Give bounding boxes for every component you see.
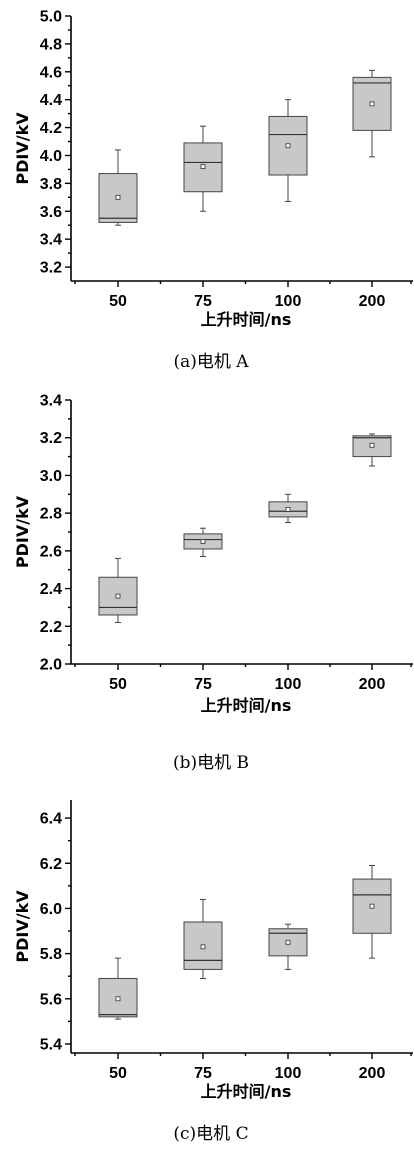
box-100: [268, 493, 308, 524]
y-tick-label: 4.4: [40, 92, 62, 109]
y-tick-label: 3.2: [40, 260, 62, 277]
x-tick-label: 75: [194, 1065, 212, 1082]
y-tick-label: 3.2: [40, 430, 62, 447]
box-200: [352, 865, 392, 959]
y-tick-label: 5.6: [40, 991, 62, 1008]
box-50: [98, 957, 138, 1020]
mean-marker: [285, 143, 291, 149]
box-200: [352, 433, 392, 467]
mean-marker: [200, 164, 206, 170]
box-75: [183, 125, 223, 212]
mean-marker: [115, 996, 121, 1002]
y-axis-title: PDIV/kV: [13, 495, 32, 568]
mean-marker: [115, 593, 121, 599]
y-tick-label: 5.4: [40, 1036, 62, 1053]
mean-marker: [285, 939, 291, 945]
panel-caption: (b)电机 B: [173, 753, 249, 773]
mean-marker: [369, 442, 375, 448]
y-tick-label: 4.0: [40, 148, 62, 165]
y-axis-title: PDIV/kV: [13, 890, 32, 963]
box-200: [352, 69, 392, 158]
x-axis-title: 上升时间/ns: [201, 1082, 292, 1101]
y-tick-label: 3.0: [40, 468, 62, 485]
x-tick-label: 50: [109, 676, 127, 693]
box-50: [98, 149, 138, 226]
x-axis-title: 上升时间/ns: [201, 310, 292, 329]
y-tick-label: 5.8: [40, 946, 62, 963]
x-tick-label: 100: [275, 1065, 302, 1082]
x-tick-label: 75: [194, 676, 212, 693]
mean-marker: [200, 539, 206, 544]
x-tick-label: 200: [359, 676, 386, 693]
x-tick-label: 50: [109, 1065, 127, 1082]
x-axis-title: 上升时间/ns: [201, 696, 292, 715]
box-100: [268, 923, 308, 970]
y-tick-label: 6.4: [40, 811, 62, 828]
chart-panel-3: 5.4 5.6 5.8 6.0 6.2 6.4 50 75 100 200 PDIV/kV 上升时间/…: [13, 800, 413, 1144]
mean-marker: [369, 903, 375, 909]
x-tick-label: 100: [275, 676, 302, 693]
mean-marker: [285, 506, 291, 512]
y-tick-label: 3.6: [40, 204, 62, 221]
mean-marker: [200, 944, 206, 950]
box-100: [268, 99, 308, 202]
y-tick-label: 2.4: [40, 581, 62, 598]
y-tick-label: 2.6: [40, 543, 62, 560]
y-tick-label: 2.8: [40, 506, 62, 523]
y-tick-label: 3.4: [40, 232, 62, 249]
y-tick-label: 5.0: [40, 9, 62, 26]
y-tick-label: 6.0: [40, 901, 62, 918]
box-75: [183, 527, 223, 558]
panel-caption: (a)电机 A: [173, 352, 249, 372]
chart-panel-1: 3.2 3.4 3.6 3.8 4.0 4.2 4.4 4.6 4.8 5.0 50 75 100 200…: [13, 9, 413, 372]
y-tick-label: 4.6: [40, 64, 62, 81]
y-tick-label: 4.8: [40, 36, 62, 53]
iqr-box: [183, 921, 223, 970]
y-tick-label: 2.0: [40, 657, 62, 674]
x-tick-label: 75: [194, 293, 212, 310]
x-tick-label: 200: [359, 1065, 386, 1082]
mean-marker: [369, 101, 375, 107]
panel-caption: (c)电机 C: [173, 1124, 248, 1144]
y-tick-label: 3.4: [40, 393, 62, 410]
y-tick-label: 4.2: [40, 120, 62, 137]
x-tick-label: 100: [275, 293, 302, 310]
box-50: [98, 557, 138, 624]
y-tick-label: 6.2: [40, 856, 62, 873]
y-axis-title: PDIV/kV: [13, 112, 32, 185]
x-tick-label: 200: [359, 293, 386, 310]
mean-marker: [115, 194, 121, 200]
chart-panel-2: 2.0 2.2 2.4 2.6 2.8 3.0 3.2 3.4 50 75 100 200 PDIV/k…: [13, 393, 413, 773]
x-tick-label: 50: [109, 293, 127, 310]
box-75: [183, 898, 223, 979]
y-tick-label: 2.2: [40, 619, 62, 636]
y-tick-label: 3.8: [40, 176, 62, 193]
